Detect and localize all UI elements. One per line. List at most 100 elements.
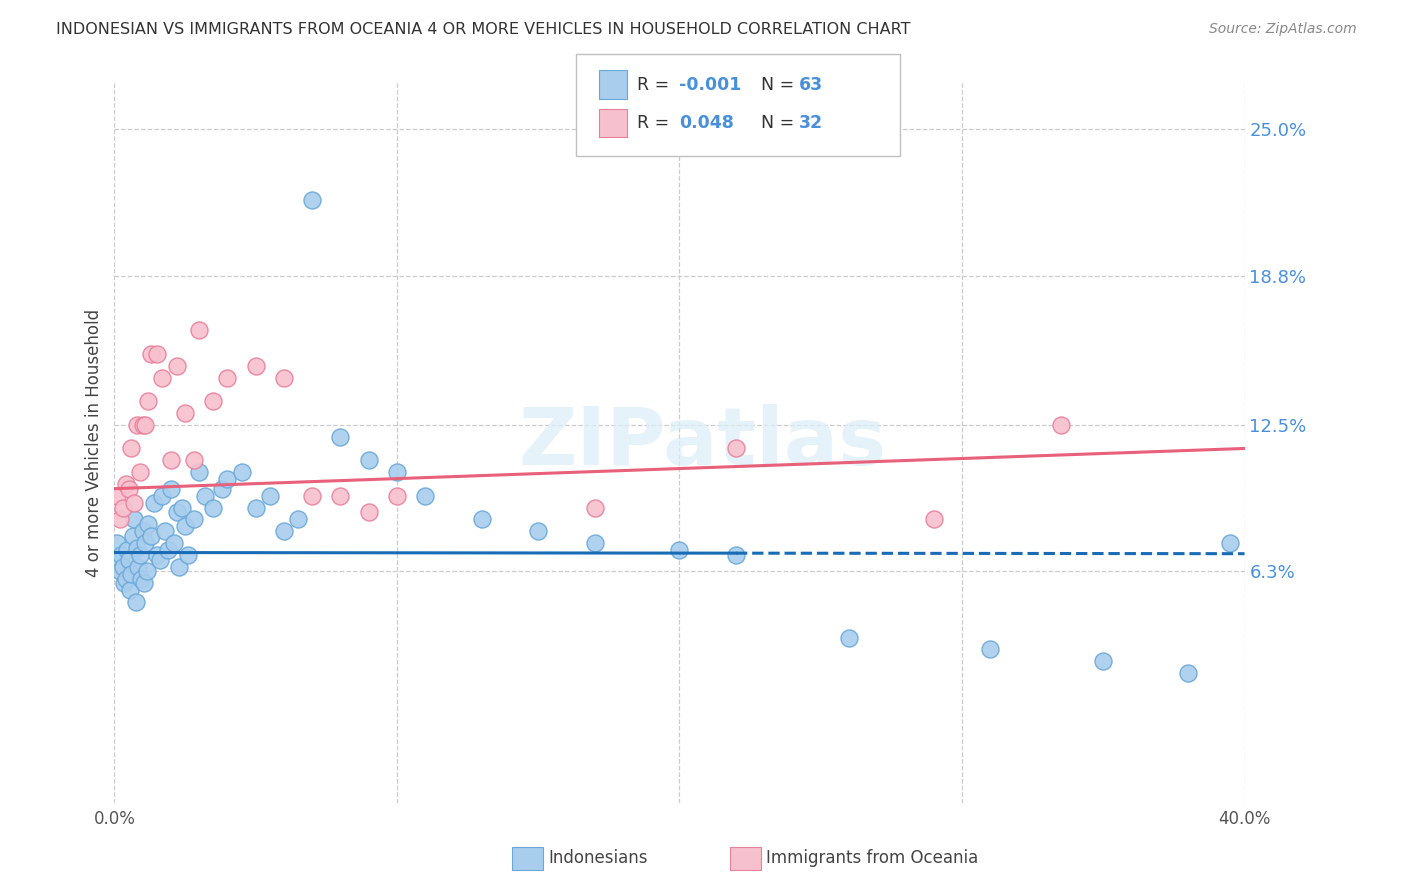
Point bbox=[152, 489, 174, 503]
Point bbox=[979, 642, 1001, 657]
Point bbox=[115, 543, 138, 558]
Point bbox=[385, 489, 408, 503]
Text: 63: 63 bbox=[799, 76, 823, 94]
Point bbox=[128, 465, 150, 479]
Point bbox=[245, 500, 267, 515]
Point bbox=[149, 552, 172, 566]
Point bbox=[160, 482, 183, 496]
Point bbox=[385, 465, 408, 479]
Point bbox=[152, 370, 174, 384]
Text: 32: 32 bbox=[799, 114, 823, 132]
Point bbox=[329, 429, 352, 443]
Text: 0.048: 0.048 bbox=[679, 114, 734, 132]
Text: 40.0%: 40.0% bbox=[1219, 810, 1271, 829]
Point bbox=[527, 524, 550, 539]
Point bbox=[217, 370, 239, 384]
Point bbox=[724, 548, 747, 562]
Point bbox=[111, 559, 134, 574]
Point bbox=[922, 512, 945, 526]
Point bbox=[169, 559, 191, 574]
Point bbox=[583, 536, 606, 550]
Text: INDONESIAN VS IMMIGRANTS FROM OCEANIA 4 OR MORE VEHICLES IN HOUSEHOLD CORRELATIO: INDONESIAN VS IMMIGRANTS FROM OCEANIA 4 … bbox=[56, 22, 911, 37]
Text: Immigrants from Oceania: Immigrants from Oceania bbox=[766, 849, 979, 867]
Point bbox=[245, 359, 267, 373]
Point bbox=[122, 512, 145, 526]
Point bbox=[120, 566, 142, 581]
Text: N =: N = bbox=[761, 114, 800, 132]
Point bbox=[139, 347, 162, 361]
Point bbox=[108, 565, 131, 579]
Point bbox=[413, 489, 436, 503]
Point bbox=[127, 559, 149, 574]
Point bbox=[174, 406, 197, 420]
Point bbox=[174, 519, 197, 533]
Point bbox=[120, 442, 142, 456]
Point bbox=[136, 517, 159, 532]
Point bbox=[838, 631, 860, 645]
Point bbox=[124, 595, 146, 609]
Point bbox=[131, 524, 153, 539]
Point bbox=[112, 576, 135, 591]
Text: -0.001: -0.001 bbox=[679, 76, 741, 94]
Point bbox=[134, 417, 156, 432]
Point bbox=[129, 572, 152, 586]
Point bbox=[143, 496, 166, 510]
Point bbox=[177, 548, 200, 562]
Point bbox=[357, 505, 380, 519]
Point bbox=[105, 536, 128, 550]
Text: Source: ZipAtlas.com: Source: ZipAtlas.com bbox=[1209, 22, 1357, 37]
Text: R =: R = bbox=[637, 114, 675, 132]
Point bbox=[231, 465, 253, 479]
Text: N =: N = bbox=[761, 76, 800, 94]
Point bbox=[111, 500, 134, 515]
Point bbox=[121, 529, 143, 543]
Point bbox=[114, 477, 136, 491]
Point bbox=[668, 543, 690, 558]
Point bbox=[160, 453, 183, 467]
Point bbox=[155, 524, 177, 539]
Point bbox=[194, 489, 217, 503]
Point bbox=[122, 496, 145, 510]
Y-axis label: 4 or more Vehicles in Household: 4 or more Vehicles in Household bbox=[86, 309, 103, 576]
Point bbox=[134, 536, 156, 550]
Point bbox=[357, 453, 380, 467]
Point bbox=[163, 536, 186, 550]
Point bbox=[211, 482, 233, 496]
Point bbox=[108, 512, 131, 526]
Point bbox=[132, 576, 155, 591]
Point bbox=[287, 512, 309, 526]
Point bbox=[1050, 417, 1073, 432]
Point bbox=[146, 548, 169, 562]
Point bbox=[157, 543, 180, 558]
Text: ZIPatlas: ZIPatlas bbox=[517, 403, 886, 482]
Point bbox=[125, 417, 148, 432]
Point bbox=[1219, 536, 1241, 550]
Point bbox=[188, 323, 211, 337]
Point bbox=[114, 572, 136, 586]
Point bbox=[146, 347, 169, 361]
Point bbox=[166, 505, 188, 519]
Point bbox=[117, 552, 139, 566]
Point bbox=[273, 524, 295, 539]
Point bbox=[259, 489, 281, 503]
Point bbox=[166, 359, 188, 373]
Point bbox=[135, 565, 157, 579]
Point bbox=[107, 552, 129, 566]
Text: Indonesians: Indonesians bbox=[548, 849, 648, 867]
Point bbox=[125, 541, 148, 555]
Point bbox=[217, 472, 239, 486]
Point bbox=[117, 482, 139, 496]
Point bbox=[301, 489, 323, 503]
Point bbox=[172, 500, 194, 515]
Point bbox=[583, 500, 606, 515]
Point bbox=[301, 193, 323, 207]
Text: 0.0%: 0.0% bbox=[93, 810, 135, 829]
Point bbox=[183, 453, 205, 467]
Point bbox=[724, 442, 747, 456]
Point bbox=[471, 512, 494, 526]
Point bbox=[110, 548, 132, 562]
Point bbox=[1177, 666, 1199, 681]
Point bbox=[1092, 654, 1115, 668]
Point bbox=[329, 489, 352, 503]
Point bbox=[136, 394, 159, 409]
